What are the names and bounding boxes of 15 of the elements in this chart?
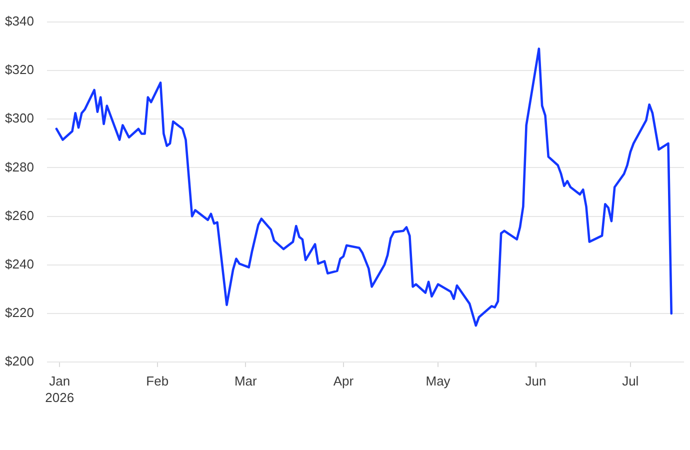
- y-tick-label: $340: [5, 14, 34, 29]
- y-tick-label: $240: [5, 256, 34, 272]
- x-tick-label: Mar: [234, 374, 258, 389]
- x-tick-label: May: [426, 374, 451, 389]
- y-tick-label: $200: [5, 354, 34, 369]
- y-tick-label: $260: [5, 208, 34, 223]
- x-tick-label: Jan 2026: [45, 374, 74, 405]
- y-tick-label: $300: [5, 110, 34, 126]
- x-tick-label: Jul: [622, 374, 639, 389]
- x-tick-label: Apr: [333, 374, 354, 389]
- y-tick-label: $280: [5, 159, 34, 174]
- y-tick-label: $320: [5, 62, 34, 78]
- x-tick-label: Feb: [146, 374, 169, 389]
- y-tick-label: $220: [5, 305, 34, 320]
- x-tick-label: Jun: [525, 374, 546, 389]
